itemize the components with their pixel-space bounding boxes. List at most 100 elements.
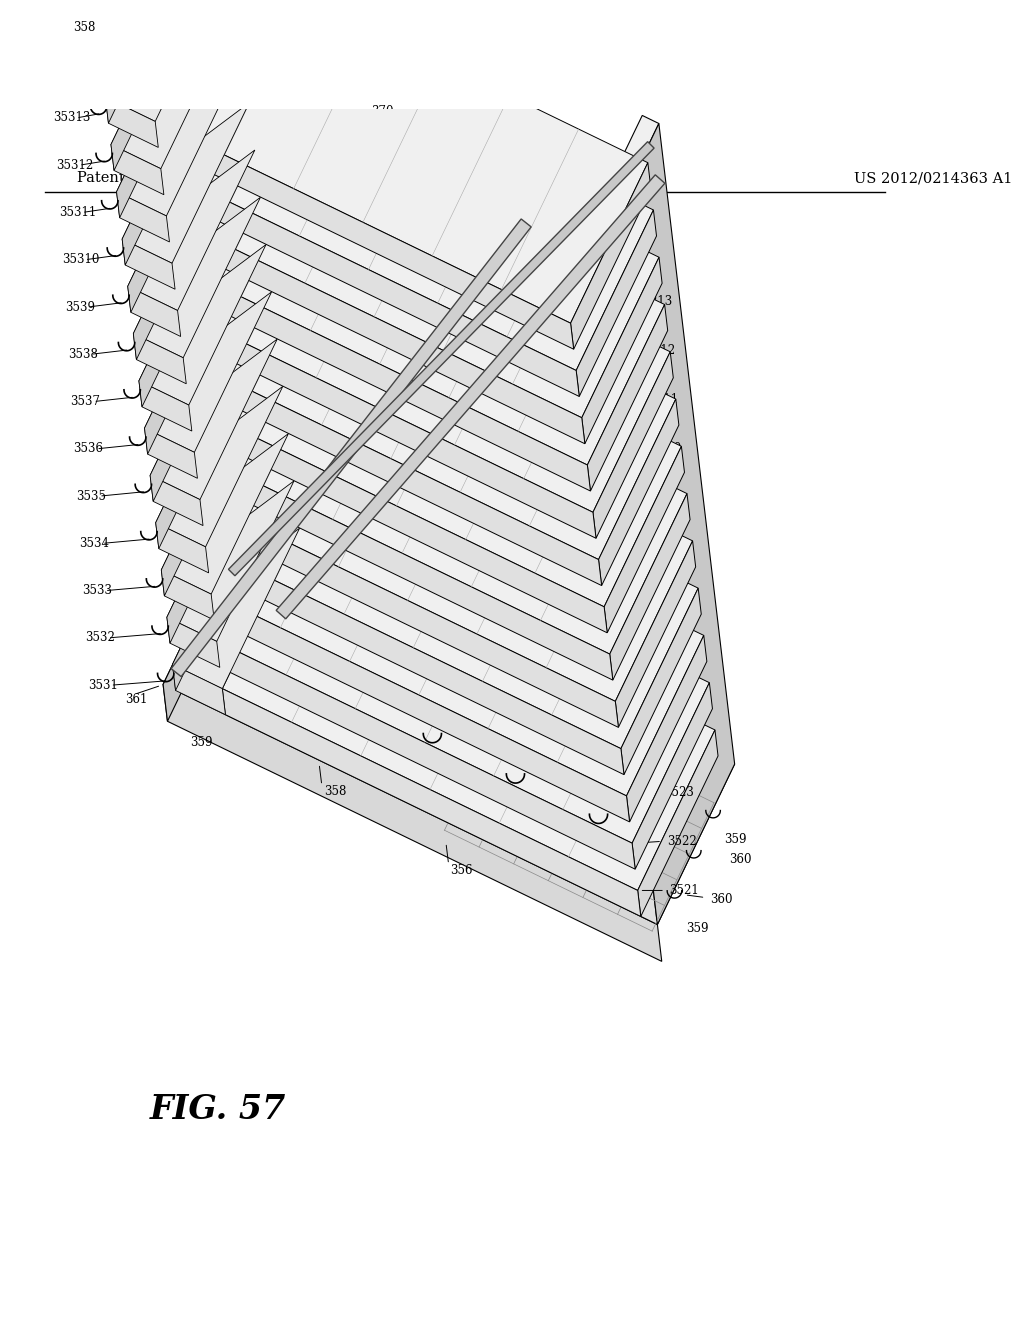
Polygon shape (151, 411, 184, 502)
Polygon shape (151, 475, 203, 525)
Polygon shape (144, 428, 198, 478)
Text: 35311: 35311 (59, 206, 96, 219)
Polygon shape (171, 219, 531, 677)
Polygon shape (183, 197, 676, 560)
Polygon shape (163, 524, 245, 721)
Polygon shape (211, 594, 630, 822)
Polygon shape (156, 0, 648, 323)
Polygon shape (105, 0, 232, 121)
Polygon shape (177, 150, 671, 512)
Text: 358: 358 (324, 784, 346, 797)
Text: 370: 370 (372, 104, 394, 117)
Polygon shape (105, 98, 159, 148)
Polygon shape (588, 305, 668, 491)
Text: 370: 370 (592, 791, 614, 804)
Polygon shape (188, 244, 681, 607)
Polygon shape (117, 55, 244, 216)
Polygon shape (133, 269, 167, 359)
Polygon shape (200, 499, 618, 727)
Polygon shape (172, 601, 207, 690)
Text: 359: 359 (724, 833, 746, 846)
Text: 3526: 3526 (655, 639, 685, 652)
Polygon shape (167, 618, 220, 668)
Polygon shape (133, 334, 186, 384)
Text: 3537: 3537 (71, 395, 100, 408)
Text: 3538: 3538 (68, 348, 97, 360)
Polygon shape (139, 317, 173, 407)
Polygon shape (615, 541, 695, 727)
Text: 35211: 35211 (641, 393, 678, 407)
Polygon shape (217, 642, 635, 869)
Text: 3527: 3527 (652, 589, 682, 602)
Polygon shape (122, 239, 175, 289)
Polygon shape (206, 387, 698, 748)
Text: 360: 360 (729, 853, 752, 866)
Polygon shape (183, 358, 602, 586)
Text: 3525: 3525 (658, 688, 688, 701)
Polygon shape (156, 121, 573, 350)
Text: 358: 358 (73, 21, 95, 34)
Polygon shape (172, 664, 225, 714)
Polygon shape (151, 339, 278, 499)
Polygon shape (139, 381, 191, 432)
Polygon shape (577, 210, 656, 396)
Polygon shape (156, 387, 283, 546)
Text: 359: 359 (686, 921, 709, 935)
Polygon shape (276, 174, 665, 619)
Text: 359: 359 (189, 737, 212, 748)
Polygon shape (117, 191, 170, 242)
Text: 360: 360 (710, 892, 732, 906)
Text: US 2012/0214363 A1: US 2012/0214363 A1 (854, 172, 1013, 185)
Text: 3524: 3524 (660, 737, 691, 750)
Polygon shape (128, 150, 255, 310)
Polygon shape (582, 257, 663, 444)
Polygon shape (599, 399, 679, 586)
Polygon shape (609, 494, 690, 680)
Polygon shape (162, 570, 214, 620)
Polygon shape (167, 216, 585, 444)
Polygon shape (206, 546, 624, 775)
Text: 3521: 3521 (670, 884, 699, 898)
Text: 35213: 35213 (635, 294, 673, 308)
Text: 3532: 3532 (85, 631, 115, 644)
Polygon shape (161, 169, 580, 396)
Text: 3534: 3534 (79, 537, 110, 550)
Polygon shape (211, 434, 703, 796)
Text: 3528: 3528 (649, 540, 679, 553)
Polygon shape (195, 292, 687, 655)
Text: 3529: 3529 (646, 491, 677, 504)
Polygon shape (217, 480, 710, 843)
Polygon shape (570, 162, 651, 350)
Text: 3522: 3522 (667, 834, 696, 847)
Polygon shape (162, 434, 289, 594)
Polygon shape (133, 197, 260, 358)
Polygon shape (565, 276, 657, 924)
Polygon shape (161, 8, 653, 371)
Text: 35312: 35312 (56, 158, 93, 172)
Text: 3535: 3535 (77, 490, 106, 503)
Text: 35310: 35310 (62, 253, 99, 267)
Polygon shape (188, 405, 607, 632)
Polygon shape (200, 339, 692, 701)
Polygon shape (156, 523, 209, 573)
Text: FIG. 57: FIG. 57 (150, 1093, 287, 1126)
Polygon shape (228, 141, 654, 576)
Polygon shape (627, 635, 707, 822)
Polygon shape (111, 8, 238, 169)
Polygon shape (172, 263, 591, 491)
Polygon shape (172, 528, 300, 689)
Polygon shape (604, 446, 684, 632)
Polygon shape (177, 310, 596, 539)
Polygon shape (163, 524, 734, 924)
Polygon shape (632, 682, 713, 869)
Polygon shape (167, 480, 294, 642)
Polygon shape (172, 103, 665, 465)
Polygon shape (565, 115, 658, 284)
Polygon shape (167, 553, 201, 643)
Polygon shape (139, 244, 266, 405)
Text: Aug. 23, 2012  Sheet 53 of 60: Aug. 23, 2012 Sheet 53 of 60 (281, 172, 502, 185)
Polygon shape (111, 81, 145, 170)
Text: 35313: 35313 (53, 111, 91, 124)
Polygon shape (156, 458, 189, 549)
Text: 3533: 3533 (82, 585, 112, 597)
